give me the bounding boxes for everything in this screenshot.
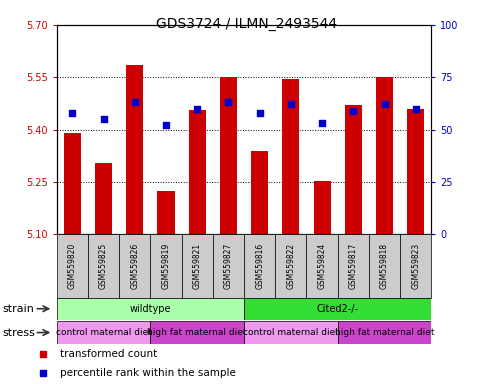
Point — [318, 120, 326, 126]
Text: control maternal diet: control maternal diet — [243, 328, 339, 337]
Text: transformed count: transformed count — [60, 349, 157, 359]
Bar — [126, 65, 143, 234]
Text: high fat maternal diet: high fat maternal diet — [147, 328, 247, 337]
Text: GSM559827: GSM559827 — [224, 243, 233, 289]
Text: control maternal diet: control maternal diet — [56, 328, 151, 337]
Point — [350, 108, 357, 114]
Bar — [181, 234, 213, 298]
Text: stress: stress — [2, 328, 35, 338]
Bar — [345, 105, 362, 234]
Bar — [244, 234, 275, 298]
Text: GDS3724 / ILMN_2493544: GDS3724 / ILMN_2493544 — [156, 17, 337, 31]
Bar — [244, 321, 338, 344]
Bar — [157, 190, 175, 234]
Point — [38, 351, 46, 357]
Bar — [282, 79, 299, 234]
Text: GSM559824: GSM559824 — [317, 243, 326, 289]
Point — [412, 106, 420, 112]
Bar — [275, 234, 307, 298]
Bar — [369, 234, 400, 298]
Bar — [314, 181, 331, 234]
Text: percentile rank within the sample: percentile rank within the sample — [60, 367, 236, 377]
Bar — [338, 234, 369, 298]
Bar — [57, 234, 88, 298]
Point — [131, 99, 139, 106]
Bar — [307, 234, 338, 298]
Point — [224, 99, 232, 106]
Bar — [57, 321, 150, 344]
Text: Cited2-/-: Cited2-/- — [317, 304, 359, 314]
Bar — [119, 234, 150, 298]
Text: GSM559816: GSM559816 — [255, 243, 264, 289]
Point — [193, 106, 201, 112]
Text: GSM559818: GSM559818 — [380, 243, 389, 289]
Point — [256, 110, 264, 116]
Text: high fat maternal diet: high fat maternal diet — [335, 328, 434, 337]
Point — [100, 116, 107, 122]
Point — [38, 369, 46, 376]
Text: GSM559819: GSM559819 — [162, 243, 171, 289]
Point — [287, 101, 295, 108]
Bar — [189, 111, 206, 234]
Text: strain: strain — [2, 304, 35, 314]
Text: GSM559817: GSM559817 — [349, 243, 358, 289]
Text: GSM559823: GSM559823 — [411, 243, 420, 289]
Point — [381, 101, 388, 108]
Text: GSM559825: GSM559825 — [99, 243, 108, 289]
Text: wildtype: wildtype — [130, 304, 171, 314]
Bar — [251, 151, 268, 234]
Bar — [407, 109, 424, 234]
Bar — [213, 234, 244, 298]
Text: GSM559826: GSM559826 — [130, 243, 139, 289]
Bar — [376, 77, 393, 234]
Bar — [338, 321, 431, 344]
Bar — [95, 163, 112, 234]
Bar — [244, 298, 431, 320]
Text: GSM559821: GSM559821 — [193, 243, 202, 289]
Bar — [150, 321, 244, 344]
Text: GSM559822: GSM559822 — [286, 243, 295, 289]
Text: GSM559820: GSM559820 — [68, 243, 77, 289]
Bar — [57, 298, 244, 320]
Point — [162, 122, 170, 129]
Bar — [150, 234, 181, 298]
Bar — [220, 77, 237, 234]
Point — [69, 110, 76, 116]
Bar — [64, 133, 81, 234]
Bar — [400, 234, 431, 298]
Bar — [88, 234, 119, 298]
